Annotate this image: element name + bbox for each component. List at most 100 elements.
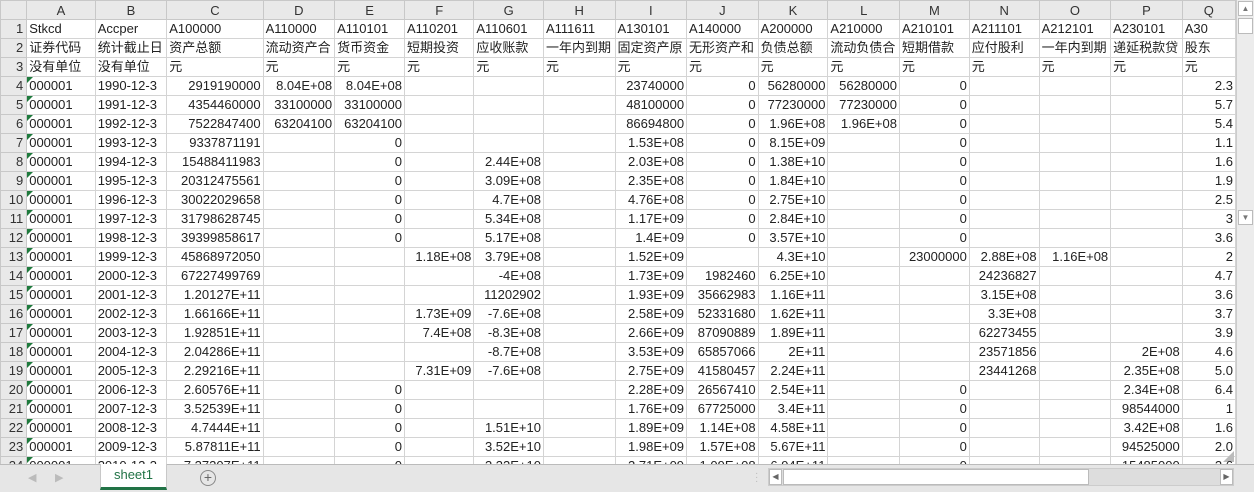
row-header[interactable]: 18	[0, 342, 28, 362]
cell-Q12[interactable]: 3.6	[1181, 228, 1236, 248]
cell-B19[interactable]: 2005-12-3	[94, 361, 168, 381]
cell-I15[interactable]: 1.93E+09	[614, 285, 688, 305]
cell-F14[interactable]	[403, 266, 475, 286]
cell-O5[interactable]	[1038, 95, 1112, 115]
cell-D12[interactable]	[262, 228, 336, 248]
cell-P17[interactable]	[1110, 323, 1183, 343]
cell-O23[interactable]	[1038, 437, 1112, 457]
cell-I22[interactable]: 1.89E+09	[614, 418, 688, 438]
cell-H11[interactable]	[542, 209, 616, 229]
cell-I18[interactable]: 3.53E+09	[614, 342, 688, 362]
cell-B9[interactable]: 1995-12-3	[94, 171, 168, 191]
cell-D5[interactable]: 33100000	[262, 95, 336, 115]
cell-D21[interactable]	[262, 399, 336, 419]
cell-E24[interactable]: 0	[334, 456, 405, 464]
cell-C19[interactable]: 2.29216E+11	[166, 361, 264, 381]
scroll-right-icon[interactable]: ▶	[1220, 469, 1233, 485]
cell-A8[interactable]: 000001	[26, 152, 96, 172]
cell-P22[interactable]: 3.42E+08	[1110, 418, 1183, 438]
cell-I24[interactable]: 2.71E+09	[614, 456, 688, 464]
column-header-P[interactable]: P	[1110, 0, 1183, 20]
column-header-K[interactable]: K	[757, 0, 829, 20]
cell-E2[interactable]: 货币资金	[334, 38, 405, 58]
row-header[interactable]: 19	[0, 361, 28, 381]
cell-A24[interactable]: 000001	[26, 456, 96, 464]
cell-N21[interactable]	[968, 399, 1040, 419]
cell-E3[interactable]: 元	[334, 57, 405, 77]
cell-E9[interactable]: 0	[334, 171, 405, 191]
cell-F19[interactable]: 7.31E+09	[403, 361, 475, 381]
cell-Q17[interactable]: 3.9	[1181, 323, 1236, 343]
cell-D14[interactable]	[262, 266, 336, 286]
row-header[interactable]: 4	[0, 76, 28, 96]
cell-O4[interactable]	[1038, 76, 1112, 96]
column-header-H[interactable]: H	[542, 0, 616, 20]
cell-N15[interactable]: 3.15E+08	[968, 285, 1040, 305]
cell-P13[interactable]	[1110, 247, 1183, 267]
cell-E18[interactable]	[334, 342, 405, 362]
cell-H15[interactable]	[542, 285, 616, 305]
cell-I20[interactable]: 2.28E+09	[614, 380, 688, 400]
cell-K18[interactable]: 2E+11	[757, 342, 829, 362]
cell-O7[interactable]	[1038, 133, 1112, 153]
cell-A5[interactable]: 000001	[26, 95, 96, 115]
cell-C15[interactable]: 1.20127E+11	[166, 285, 264, 305]
cell-Q8[interactable]: 1.6	[1181, 152, 1236, 172]
cell-D11[interactable]	[262, 209, 336, 229]
cell-O24[interactable]	[1038, 456, 1112, 464]
cell-N17[interactable]: 62273455	[968, 323, 1040, 343]
cell-H6[interactable]	[542, 114, 616, 134]
cell-M17[interactable]	[898, 323, 970, 343]
cell-G5[interactable]	[473, 95, 544, 115]
cell-E16[interactable]	[334, 304, 405, 324]
cell-N3[interactable]: 元	[968, 57, 1040, 77]
cell-L21[interactable]	[827, 399, 900, 419]
row-header[interactable]: 13	[0, 247, 28, 267]
cell-O14[interactable]	[1038, 266, 1112, 286]
cell-J23[interactable]: 1.57E+08	[686, 437, 759, 457]
cell-K7[interactable]: 8.15E+09	[757, 133, 829, 153]
cell-C16[interactable]: 1.66166E+11	[166, 304, 264, 324]
cell-O11[interactable]	[1038, 209, 1112, 229]
cell-I23[interactable]: 1.98E+09	[614, 437, 688, 457]
cell-F4[interactable]	[403, 76, 475, 96]
cell-B2[interactable]: 统计截止日	[94, 38, 168, 58]
column-header-C[interactable]: C	[166, 0, 264, 20]
cell-D20[interactable]	[262, 380, 336, 400]
cell-C23[interactable]: 5.87811E+11	[166, 437, 264, 457]
cell-B14[interactable]: 2000-12-3	[94, 266, 168, 286]
cell-C14[interactable]: 67227499769	[166, 266, 264, 286]
cell-E10[interactable]: 0	[334, 190, 405, 210]
cell-F23[interactable]	[403, 437, 475, 457]
cell-P9[interactable]	[1110, 171, 1183, 191]
cell-C9[interactable]: 20312475561	[166, 171, 264, 191]
row-header[interactable]: 22	[0, 418, 28, 438]
cell-J5[interactable]: 0	[686, 95, 759, 115]
cell-L9[interactable]	[827, 171, 900, 191]
cell-H1[interactable]: A111611	[542, 19, 616, 39]
cell-L8[interactable]	[827, 152, 900, 172]
cell-N18[interactable]: 23571856	[968, 342, 1040, 362]
cell-L12[interactable]	[827, 228, 900, 248]
row-header[interactable]: 17	[0, 323, 28, 343]
column-header-J[interactable]: J	[686, 0, 759, 20]
cell-K14[interactable]: 6.25E+10	[757, 266, 829, 286]
cell-F21[interactable]	[403, 399, 475, 419]
cell-O18[interactable]	[1038, 342, 1112, 362]
cell-A2[interactable]: 证券代码	[26, 38, 96, 58]
cell-B8[interactable]: 1994-12-3	[94, 152, 168, 172]
cell-F1[interactable]: A110201	[403, 19, 475, 39]
cell-B7[interactable]: 1993-12-3	[94, 133, 168, 153]
cell-F22[interactable]	[403, 418, 475, 438]
cell-F10[interactable]	[403, 190, 475, 210]
cell-G22[interactable]: 1.51E+10	[473, 418, 544, 438]
cell-G20[interactable]	[473, 380, 544, 400]
cell-Q3[interactable]: 元	[1181, 57, 1236, 77]
cell-E1[interactable]: A110101	[334, 19, 405, 39]
cell-C3[interactable]: 元	[166, 57, 264, 77]
cell-Q24[interactable]: 2.6	[1181, 456, 1236, 464]
cell-B17[interactable]: 2003-12-3	[94, 323, 168, 343]
cell-E11[interactable]: 0	[334, 209, 405, 229]
cell-E17[interactable]	[334, 323, 405, 343]
